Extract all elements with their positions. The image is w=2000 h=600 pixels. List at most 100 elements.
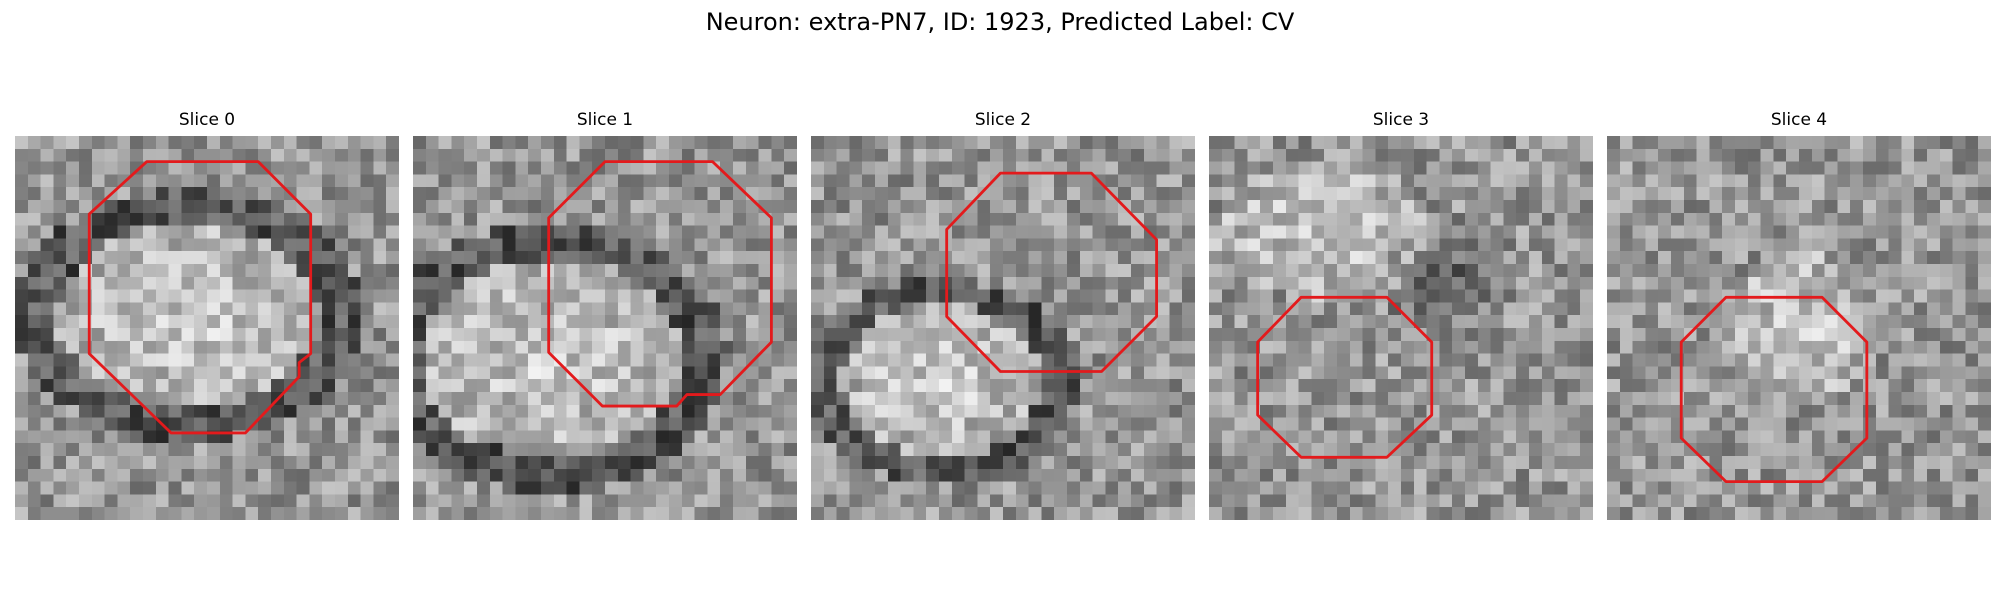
image-pixel [360,212,374,226]
image-pixel [53,468,67,482]
image-pixel [283,276,297,290]
image-pixel [1324,200,1338,214]
image-pixel [784,302,797,316]
image-pixel [1285,507,1299,520]
image-pixel [1863,136,1877,150]
image-pixel [1439,340,1453,354]
image-pixel [1863,494,1877,508]
image-pixel [1465,340,1479,354]
image-pixel [1619,340,1633,354]
image-pixel [1607,340,1621,354]
image-pixel [232,302,246,316]
image-pixel [1003,264,1017,278]
image-pixel [1490,174,1504,188]
image-pixel [1632,289,1646,303]
image-pixel [1850,417,1864,431]
image-pixel [951,161,965,175]
image-pixel [849,315,863,329]
image-pixel [1901,251,1915,265]
image-pixel [360,289,374,303]
image-pixel [1041,340,1055,354]
image-pixel [347,366,361,380]
image-pixel [823,404,837,418]
image-pixel [977,212,991,226]
image-pixel [1285,481,1299,495]
image-pixel [1079,161,1093,175]
image-pixel [79,187,93,201]
image-pixel [694,328,708,342]
image-pixel [181,251,195,265]
image-pixel [1554,404,1568,418]
image-pixel [1311,340,1325,354]
image-pixel [1260,302,1274,316]
image-pixel [347,456,361,470]
image-pixel [605,366,619,380]
image-pixel [1516,404,1530,418]
image-pixel [1927,174,1941,188]
image-pixel [1413,264,1427,278]
image-pixel [681,264,695,278]
image-pixel [1541,315,1555,329]
image-pixel [219,251,233,265]
image-pixel [1105,200,1119,214]
image-pixel [926,161,940,175]
image-pixel [1221,430,1235,444]
image-pixel [566,507,580,520]
image-pixel [836,264,850,278]
image-pixel [720,238,734,252]
image-pixel [862,443,876,457]
image-pixel [887,302,901,316]
image-pixel [990,161,1004,175]
image-pixel [27,276,41,290]
image-pixel [681,289,695,303]
image-pixel [836,276,850,290]
image-pixel [1607,507,1621,520]
image-pixel [515,187,529,201]
image-pixel [1554,136,1568,150]
image-pixel [707,264,721,278]
image-pixel [168,340,182,354]
image-pixel [566,289,580,303]
image-pixel [849,481,863,495]
image-pixel [1773,366,1787,380]
image-pixel [1003,136,1017,150]
image-pixel [707,136,721,150]
image-pixel [1580,161,1593,175]
image-pixel [477,417,491,431]
image-pixel [1209,456,1223,470]
image-pixel [373,200,387,214]
image-pixel [296,328,310,342]
image-pixel [1079,494,1093,508]
image-pixel [309,328,323,342]
image-pixel [40,161,54,175]
image-pixel [1349,443,1363,457]
image-pixel [913,136,927,150]
image-pixel [309,136,323,150]
image-pixel [1247,456,1261,470]
image-pixel [207,507,221,520]
image-pixel [733,251,747,265]
image-pixel [1413,212,1427,226]
image-pixel [1722,366,1736,380]
image-pixel [1337,417,1351,431]
image-pixel [694,238,708,252]
image-pixel [1156,481,1170,495]
image-pixel [1901,225,1915,239]
slice-4-image [1607,136,1991,520]
image-pixel [438,404,452,418]
image-pixel [335,404,349,418]
image-pixel [181,161,195,175]
image-pixel [1632,264,1646,278]
image-pixel [1901,328,1915,342]
image-pixel [1863,276,1877,290]
image-pixel [1067,456,1081,470]
image-pixel [1863,225,1877,239]
image-pixel [1709,392,1723,406]
image-pixel [258,302,272,316]
image-pixel [1709,328,1723,342]
image-pixel [1209,148,1223,162]
image-pixel [1607,328,1621,342]
image-pixel [964,494,978,508]
image-pixel [617,315,631,329]
image-pixel [720,507,734,520]
